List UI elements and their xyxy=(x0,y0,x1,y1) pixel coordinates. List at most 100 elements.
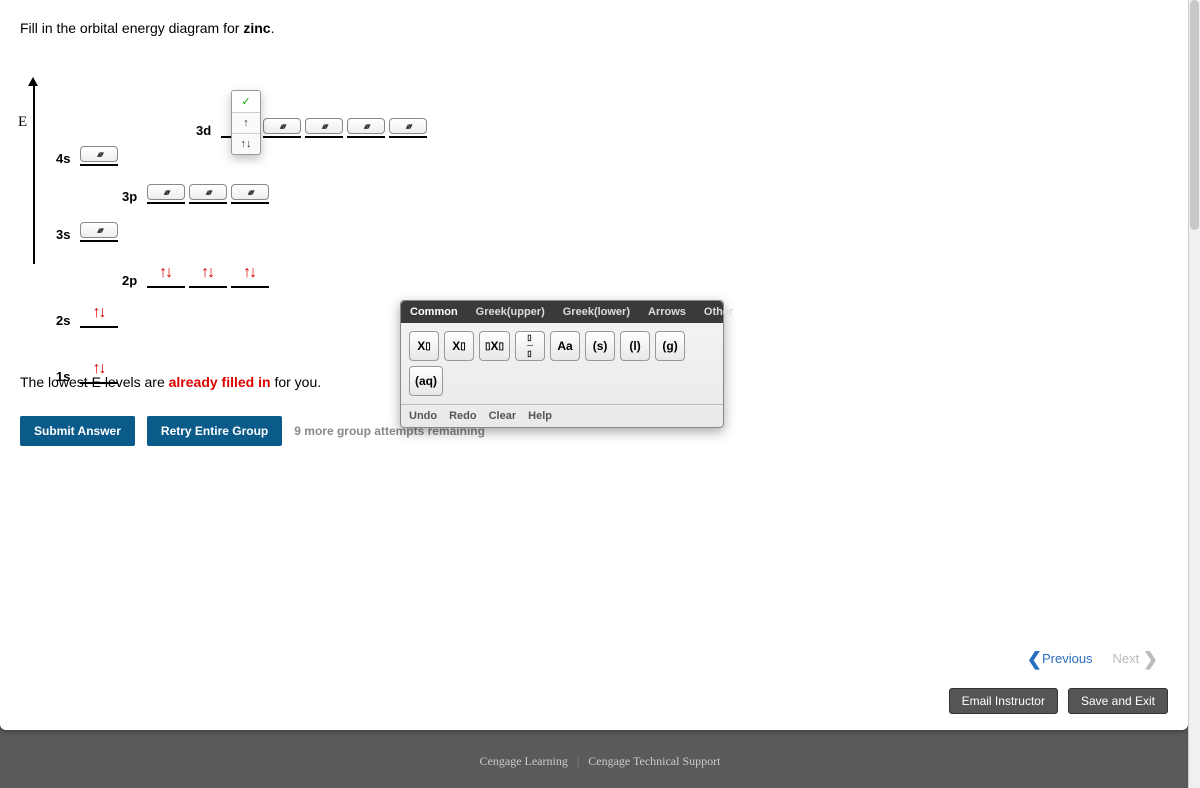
symbol-button[interactable]: X▯ xyxy=(444,331,474,361)
orbital-baseline xyxy=(305,136,343,138)
symbol-button[interactable]: (aq) xyxy=(409,366,443,396)
updown-arrows-icon: ↑↓ xyxy=(231,262,269,284)
submit-answer-button[interactable]: Submit Answer xyxy=(20,416,135,446)
stepper-icon: ▴▾ xyxy=(406,122,411,131)
orbital-selector[interactable]: ▴▾ xyxy=(147,184,185,200)
orbital-baseline xyxy=(231,286,269,288)
orbital-box[interactable]: ↑↓ xyxy=(231,262,269,288)
orbital-box[interactable]: ↑↓ xyxy=(80,302,118,328)
orbital-baseline xyxy=(147,202,185,204)
symbol-button[interactable]: (s) xyxy=(585,331,615,361)
orbital-selector[interactable]: ▴▾ xyxy=(347,118,385,134)
orbital-baseline xyxy=(80,326,118,328)
updown-arrows-icon: ↑↓ xyxy=(147,262,185,284)
prompt-element: zinc xyxy=(243,20,270,36)
orbital-selector[interactable]: ▴▾ xyxy=(80,146,118,162)
axis-label: E xyxy=(18,114,27,131)
footer-separator: | xyxy=(577,754,579,768)
level-1s: 1s ↑↓ xyxy=(56,358,118,384)
orbital-selector[interactable]: ▴▾ xyxy=(305,118,343,134)
save-exit-button[interactable]: Save and Exit xyxy=(1068,688,1168,714)
level-label: 1s xyxy=(56,369,70,384)
symbol-footer: Undo Redo Clear Help xyxy=(401,404,723,427)
orbital-selector[interactable]: ▴▾ xyxy=(189,184,227,200)
level-label: 2s xyxy=(56,313,70,328)
symbol-tabs: CommonGreek(upper)Greek(lower)ArrowsOthe… xyxy=(401,301,723,323)
scrollbar-thumb[interactable] xyxy=(1190,0,1199,230)
orbital-baseline xyxy=(147,286,185,288)
orbital-baseline xyxy=(389,136,427,138)
symbol-tab[interactable]: Greek(upper) xyxy=(467,301,554,323)
orbital-baseline xyxy=(347,136,385,138)
popup-option[interactable]: ↑ xyxy=(232,112,260,133)
level-3p: 3p ▴▾ ▴▾ ▴▾ xyxy=(122,184,269,204)
footer-support[interactable]: Cengage Technical Support xyxy=(588,754,720,768)
page-footer: Cengage Learning | Cengage Technical Sup… xyxy=(0,730,1200,781)
updown-arrows-icon: ↑↓ xyxy=(80,358,118,380)
orbital-box[interactable]: ▴▾ xyxy=(80,222,118,242)
stepper-icon: ▴▾ xyxy=(97,226,102,235)
symbol-button[interactable]: (g) xyxy=(655,331,685,361)
orbital-box[interactable]: ▴▾ xyxy=(389,118,427,138)
symbol-footer-action[interactable]: Clear xyxy=(489,410,517,422)
next-link: Next ❯ xyxy=(1113,649,1158,670)
orbital-box[interactable]: ↑↓ xyxy=(147,262,185,288)
email-instructor-button[interactable]: Email Instructor xyxy=(949,688,1058,714)
orbital-box[interactable]: ▴▾ xyxy=(231,184,269,204)
orbital-box[interactable]: ↑↓ xyxy=(189,262,227,288)
popup-option[interactable]: ✓ xyxy=(232,91,260,112)
chevron-right-icon: ❯ xyxy=(1143,649,1158,669)
prompt-post: . xyxy=(271,20,275,36)
workspace: Fill in the orbital energy diagram for z… xyxy=(0,0,1188,730)
orbital-baseline xyxy=(80,382,118,384)
symbol-button[interactable]: ▯X▯ xyxy=(479,331,510,361)
chevron-left-icon: ❮ xyxy=(1027,649,1042,669)
orbital-selector[interactable]: ▴▾ xyxy=(389,118,427,134)
orbital-box[interactable]: ▴▾ xyxy=(147,184,185,204)
level-label: 3p xyxy=(122,189,137,204)
symbol-tab[interactable]: Other xyxy=(695,301,742,323)
axis-line xyxy=(33,84,35,264)
symbol-footer-action[interactable]: Redo xyxy=(449,410,477,422)
orbital-selector[interactable]: ▴▾ xyxy=(231,184,269,200)
updown-arrows-icon: ↑↓ xyxy=(189,262,227,284)
orbital-box[interactable]: ↑↓ xyxy=(80,358,118,384)
stepper-icon: ▴▾ xyxy=(164,188,169,197)
level-label: 2p xyxy=(122,273,137,288)
stepper-icon: ▴▾ xyxy=(322,122,327,131)
level-label: 3s xyxy=(56,227,70,242)
orbital-box[interactable]: ▴▾ xyxy=(189,184,227,204)
symbol-tab[interactable]: Common xyxy=(401,301,467,323)
orbital-box[interactable]: ▴▾ xyxy=(347,118,385,138)
orbital-picker-popup: ✓↑↑↓ xyxy=(231,90,261,155)
level-4s: 4s▴▾ xyxy=(56,146,118,166)
orbital-baseline xyxy=(189,202,227,204)
previous-link[interactable]: ❮Previous xyxy=(1027,649,1093,670)
stepper-icon: ▴▾ xyxy=(248,188,253,197)
symbol-button[interactable]: Aa xyxy=(550,331,580,361)
retry-group-button[interactable]: Retry Entire Group xyxy=(147,416,282,446)
orbital-box[interactable]: ▴▾ xyxy=(263,118,301,138)
footer-brand[interactable]: Cengage Learning xyxy=(480,754,568,768)
orbital-box[interactable]: ▴▾ xyxy=(305,118,343,138)
symbol-footer-action[interactable]: Help xyxy=(528,410,552,422)
popup-option[interactable]: ↑↓ xyxy=(232,133,260,154)
symbol-button[interactable]: (l) xyxy=(620,331,650,361)
symbol-tab[interactable]: Greek(lower) xyxy=(554,301,639,323)
orbital-baseline xyxy=(80,240,118,242)
pager: ❮Previous Next ❯ xyxy=(1027,649,1158,670)
symbol-toolbar: CommonGreek(upper)Greek(lower)ArrowsOthe… xyxy=(400,300,724,428)
orbital-baseline xyxy=(231,202,269,204)
symbol-tab[interactable]: Arrows xyxy=(639,301,695,323)
orbital-baseline xyxy=(263,136,301,138)
orbital-selector[interactable]: ▴▾ xyxy=(80,222,118,238)
orbital-selector[interactable]: ▴▾ xyxy=(263,118,301,134)
orbital-box[interactable]: ▴▾ xyxy=(80,146,118,166)
energy-axis xyxy=(28,84,42,264)
symbol-footer-action[interactable]: Undo xyxy=(409,410,437,422)
stepper-icon: ▴▾ xyxy=(364,122,369,131)
vertical-scrollbar[interactable] xyxy=(1188,0,1200,788)
symbol-button[interactable]: X▯ xyxy=(409,331,439,361)
symbol-button[interactable]: ▯─▯ xyxy=(515,331,545,361)
hint-post: for you. xyxy=(271,374,322,390)
